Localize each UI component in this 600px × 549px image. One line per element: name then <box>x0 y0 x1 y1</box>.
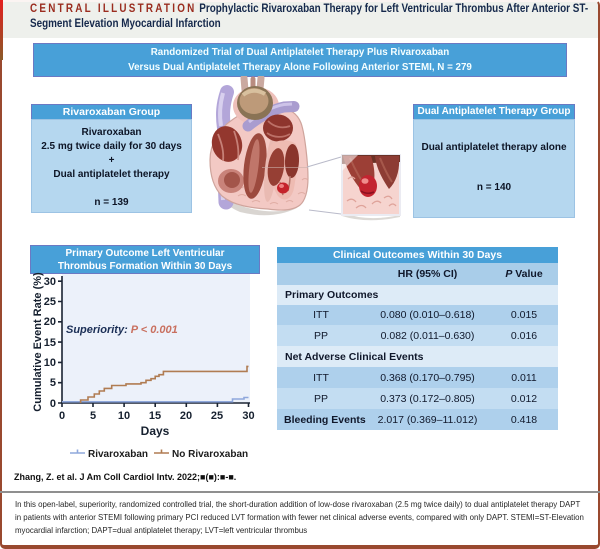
svg-text:Superiority: P < 0.001: Superiority: P < 0.001 <box>66 324 178 336</box>
svg-text:30: 30 <box>242 410 254 422</box>
svg-text:20: 20 <box>44 316 56 328</box>
svg-text:10: 10 <box>118 410 130 422</box>
svg-text:5: 5 <box>90 410 96 422</box>
svg-text:No Rivaroxaban: No Rivaroxaban <box>172 449 248 460</box>
svg-text:30: 30 <box>44 276 56 288</box>
svg-text:15: 15 <box>149 410 161 422</box>
svg-text:0: 0 <box>50 398 56 410</box>
svg-text:10: 10 <box>44 357 56 369</box>
svg-text:0: 0 <box>59 410 65 422</box>
svg-text:Cumulative Event Rate (%): Cumulative Event Rate (%) <box>32 272 44 412</box>
svg-text:5: 5 <box>50 377 56 389</box>
svg-text:25: 25 <box>44 296 56 308</box>
svg-text:25: 25 <box>211 410 223 422</box>
svg-text:Rivaroxaban: Rivaroxaban <box>88 449 148 460</box>
svg-text:20: 20 <box>180 410 192 422</box>
svg-text:15: 15 <box>44 337 56 349</box>
svg-text:Days: Days <box>141 424 170 438</box>
